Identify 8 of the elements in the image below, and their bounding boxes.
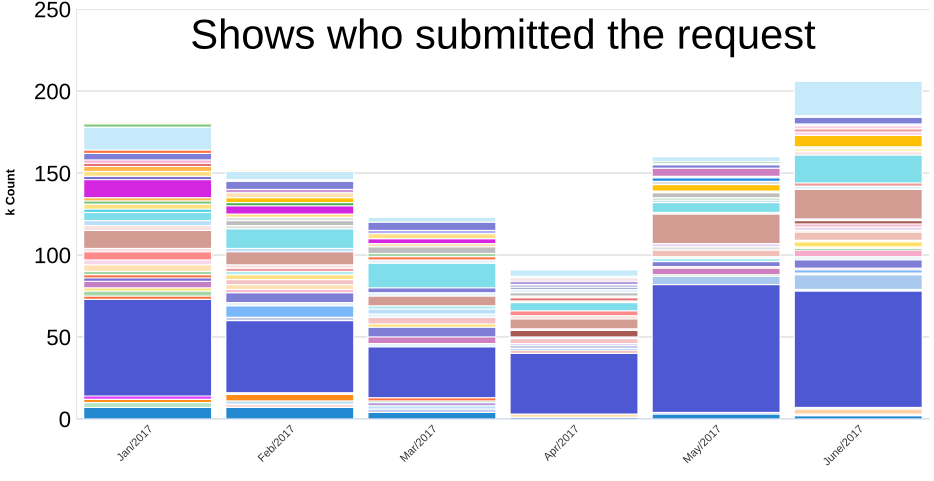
y-tick-label: 50 [47, 330, 70, 346]
y-tick-label: 200 [35, 84, 70, 100]
chart-title: Shows who submitted the request [192, 18, 816, 58]
y-tick-label: 100 [36, 248, 70, 264]
y-tick-label: 150 [36, 166, 70, 182]
y-tick-label: 0 [60, 411, 70, 428]
y-tick-label: 250 [35, 2, 70, 18]
y-axis-title: k Count [5, 169, 15, 215]
